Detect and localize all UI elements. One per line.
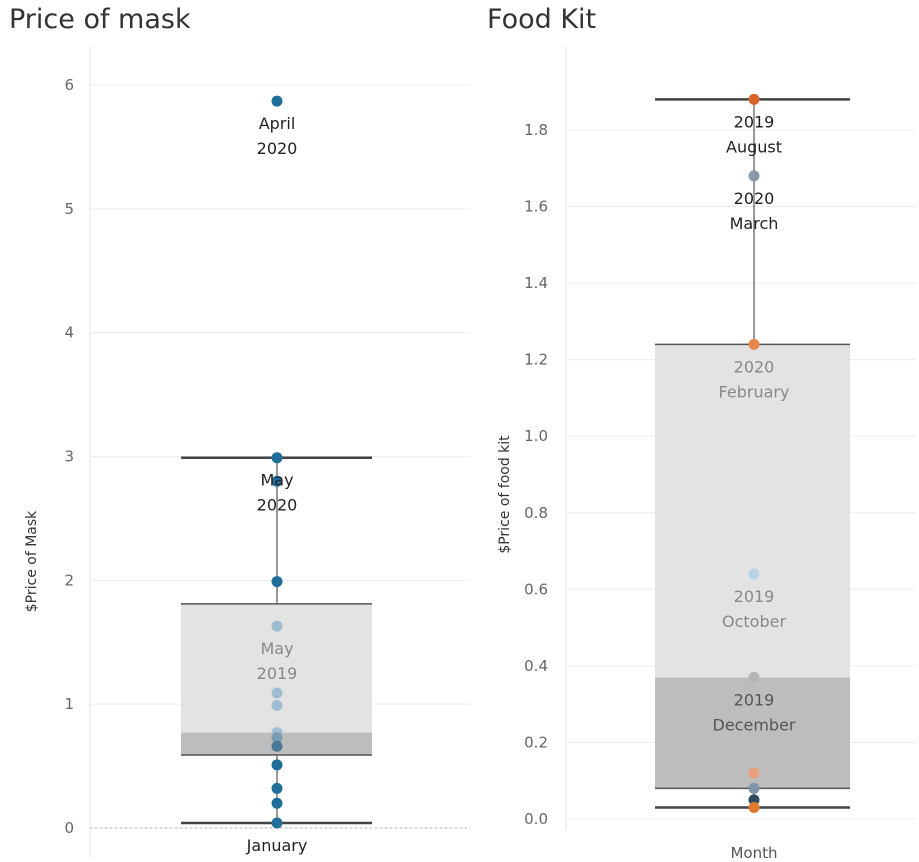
data-point <box>271 95 283 107</box>
data-point <box>271 732 283 744</box>
data-point <box>271 740 283 752</box>
data-point <box>748 794 760 806</box>
data-point <box>748 782 760 794</box>
y-tick-label: 1.0 <box>524 427 548 445</box>
point-annotation: May <box>260 471 293 490</box>
data-point <box>271 576 283 588</box>
mask-price-chart-svg: 0 1 2 3 4 5 6 $Price of Mask April 2020 May 2020 May… <box>24 46 470 862</box>
data-point <box>271 452 283 464</box>
data-point <box>271 817 283 829</box>
point-annotation: February <box>719 382 790 401</box>
point-annotation: 2020 <box>734 189 775 208</box>
data-point <box>748 767 760 779</box>
point-annotation: March <box>730 214 779 233</box>
point-annotation: 2020 <box>257 139 298 158</box>
point-annotation: 2019 <box>734 587 775 606</box>
y-tick-label: 5 <box>64 200 74 218</box>
x-axis-label: Month <box>730 844 777 862</box>
data-point <box>748 802 760 814</box>
data-point <box>271 797 283 809</box>
y-tick-label: 1 <box>64 695 74 713</box>
point-annotation: 2019 <box>734 690 775 709</box>
box-upper-half <box>655 344 850 678</box>
y-tick-label: 0.8 <box>524 504 548 522</box>
data-point <box>748 568 760 580</box>
y-axis-label: $Price of Mask <box>24 510 40 612</box>
y-tick-label: 3 <box>64 448 74 466</box>
y-tick-label: 1.6 <box>524 198 548 216</box>
data-point <box>271 620 283 632</box>
chart-title-food-kit: Food Kit <box>487 4 597 35</box>
y-tick-label: 0.0 <box>524 810 548 828</box>
food-kit-price-chart-svg: 0.0 0.2 0.4 0.6 0.8 1.0 1.2 1.4 1.6 1.8 $Price of … <box>497 46 916 862</box>
point-annotation: 2019 <box>257 664 298 683</box>
y-tick-label: 0.6 <box>524 580 548 598</box>
data-point <box>748 671 760 683</box>
y-tick-label: 1.2 <box>524 351 548 369</box>
y-tick-label: 1.4 <box>524 274 548 292</box>
data-point <box>271 782 283 794</box>
y-tick-label: 0 <box>64 819 74 837</box>
point-annotation: 2019 <box>734 112 775 131</box>
point-annotation: April <box>259 114 296 133</box>
data-point <box>271 759 283 771</box>
data-point <box>271 475 283 487</box>
y-tick-label: 2 <box>64 571 74 589</box>
y-tick-label: 1.8 <box>524 121 548 139</box>
food-kit-price-box-plot: 0.0 0.2 0.4 0.6 0.8 1.0 1.2 1.4 1.6 1.8 $Price of … <box>480 0 919 862</box>
point-annotation: 2020 <box>734 357 775 376</box>
data-point <box>748 338 760 350</box>
y-tick-label: 6 <box>64 76 74 94</box>
y-tick-label: 4 <box>64 324 74 342</box>
point-annotation: December <box>713 715 796 734</box>
y-tick-label: 0.2 <box>524 733 548 751</box>
data-point <box>271 687 283 699</box>
chart-title-mask: Price of mask <box>9 4 191 35</box>
point-annotation: 2020 <box>257 496 298 515</box>
point-annotation: October <box>722 612 786 631</box>
y-axis-label: $Price of food kit <box>497 435 513 554</box>
data-point <box>748 93 760 105</box>
mask-price-box-plot: 0 1 2 3 4 5 6 $Price of Mask April 2020 May 2020 May… <box>24 46 470 862</box>
point-annotation: August <box>726 137 782 156</box>
point-annotation: January <box>246 836 308 855</box>
data-point <box>271 699 283 711</box>
y-tick-label: 0.4 <box>524 657 548 675</box>
point-annotation: May <box>260 639 293 658</box>
data-point <box>748 170 760 182</box>
